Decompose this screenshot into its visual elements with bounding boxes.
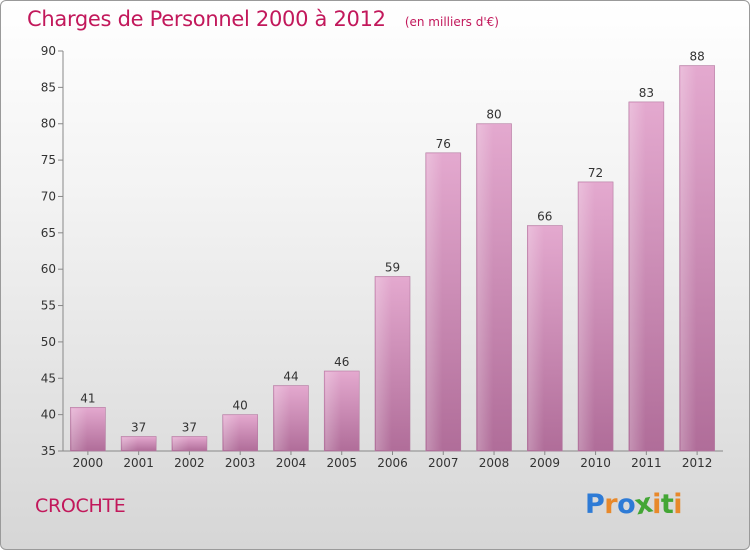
y-tick-label: 55 [41,299,56,313]
chart-subtitle: (en milliers d'€) [404,15,499,29]
y-tick-label: 70 [41,189,56,203]
y-tick-label: 35 [41,444,56,458]
bar-highlight [629,102,646,450]
bar-highlight [579,182,595,450]
bar-value-label: 80 [486,108,501,122]
bar-value-label: 46 [334,355,349,369]
bar-highlight [680,66,697,450]
bar-highlight [71,408,88,450]
y-tick-label: 45 [41,371,56,385]
bar-value-label: 76 [436,137,451,151]
y-tick-label: 75 [41,153,56,167]
y-tick-label: 40 [41,408,56,422]
x-tick-label: 2007 [428,456,459,470]
bar-value-label: 37 [131,420,146,434]
x-tick-label: 2004 [276,456,307,470]
bar-value-label: 41 [80,391,95,405]
bar-highlight [426,153,443,450]
bar-value-label: 88 [689,50,704,64]
x-tick-label: 2009 [530,456,561,470]
logo-letter: r [604,489,618,520]
x-tick-label: 2001 [123,456,154,470]
bar-highlight [528,226,545,450]
x-tick-label: 2011 [631,456,662,470]
chart-title: Charges de Personnel 2000 à 2012 [27,7,386,31]
y-tick-label: 85 [41,80,56,94]
x-tick-label: 2010 [580,456,611,470]
bar-value-label: 44 [283,370,298,384]
y-tick-label: 90 [41,44,56,58]
chart-title-block: Charges de Personnel 2000 à 2012 (en mil… [27,7,499,31]
x-tick-label: 2012 [682,456,713,470]
logo-letter: t [660,489,674,520]
x-tick-label: 2002 [174,456,205,470]
proxiti-logo: Proxiti [585,488,683,522]
bar-value-label: 40 [233,399,248,413]
x-tick-label: 2000 [73,456,104,470]
bar-value-label: 83 [639,86,654,100]
bar-highlight [376,277,392,450]
y-tick-label: 60 [41,262,56,276]
logo-letter: P [585,489,605,520]
x-tick-label: 2003 [225,456,256,470]
bar-value-label: 37 [182,420,197,434]
bar-highlight [122,437,138,450]
bar-highlight [172,437,189,450]
bar-highlight [274,386,291,450]
y-tick-label: 65 [41,226,56,240]
bar-highlight [477,124,494,451]
y-tick-label: 50 [41,335,56,349]
chart-bars: 41 37 37 40 44 46 59 76 80 66 72 83 88 [70,50,715,452]
logo-letter: i [673,489,683,520]
x-tick-label: 2006 [377,456,408,470]
x-tick-label: 2008 [479,456,510,470]
bar-value-label: 72 [588,166,603,180]
bar-highlight [325,372,341,450]
logo-letter: o [617,489,636,520]
bar-value-label: 59 [385,260,400,274]
y-tick-label: 80 [41,117,56,131]
x-tick-label: 2005 [326,456,357,470]
logo-letter: i [652,489,661,520]
bar-value-label: 66 [537,210,552,224]
commune-name: CROCHTE [35,495,126,517]
chart-axes: 35 40 45 50 55 60 65 70 75 80 85 90 2000 2001 2002 2003… [41,44,723,470]
bar-highlight [223,415,240,450]
